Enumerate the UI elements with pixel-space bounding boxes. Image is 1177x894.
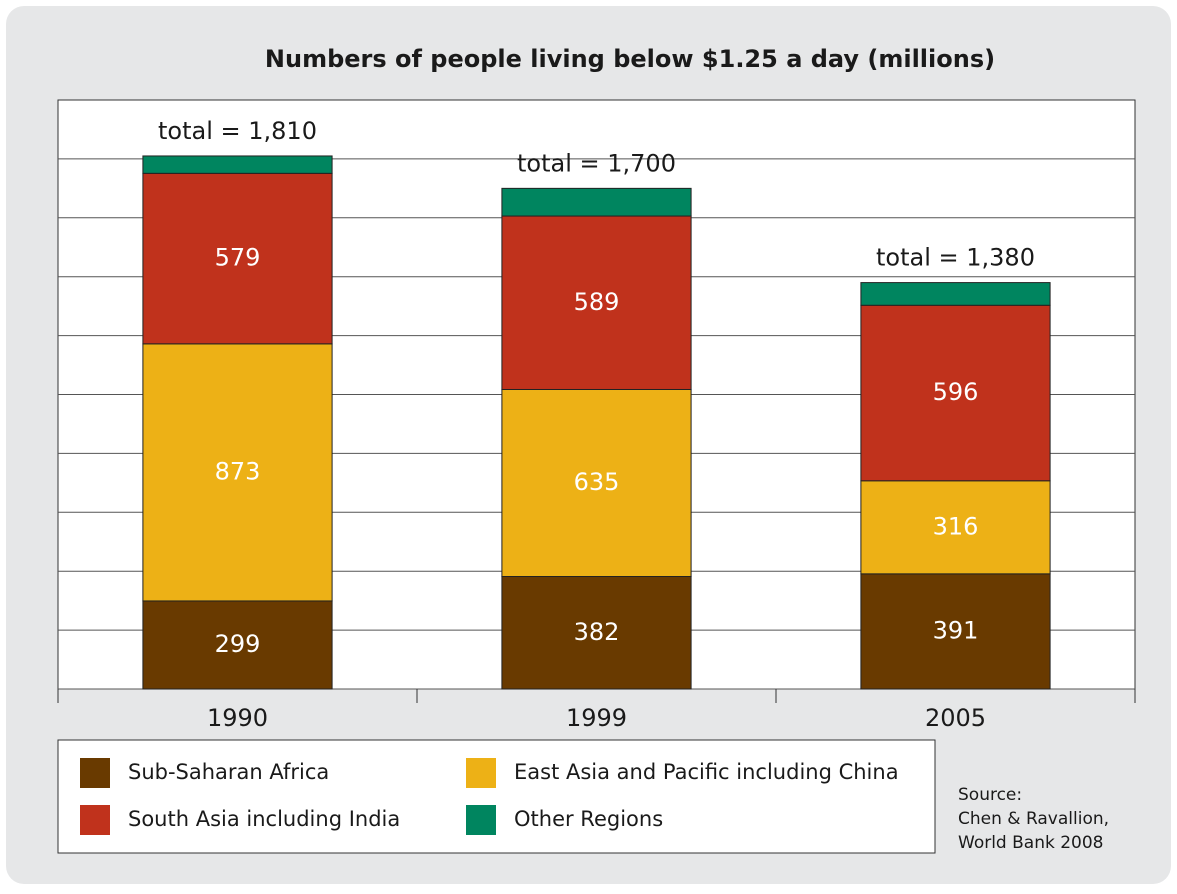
data-label: 596 <box>933 378 979 406</box>
data-label: 635 <box>574 468 620 496</box>
data-label: 589 <box>574 288 620 316</box>
source-note: Chen & Ravallion, <box>958 809 1109 829</box>
source-note: World Bank 2008 <box>958 833 1104 853</box>
bar-segment <box>860 480 1051 575</box>
bar-segment <box>501 215 692 390</box>
bar-segment <box>142 172 333 345</box>
total-annotation: total = 1,810 <box>158 117 317 145</box>
legend-label: South Asia including India <box>128 807 400 831</box>
bar-segment <box>860 282 1051 306</box>
bar-segment <box>501 576 692 690</box>
bar-segment <box>142 155 333 174</box>
data-label: 299 <box>215 630 261 658</box>
data-label: 316 <box>933 512 979 540</box>
data-label: 873 <box>215 457 261 485</box>
source-note: Source: <box>958 785 1022 805</box>
legend-box <box>57 739 936 854</box>
bar-segment <box>501 187 692 217</box>
bar-segment <box>142 343 333 602</box>
x-tick-label: 1990 <box>207 704 268 732</box>
data-label: 382 <box>574 618 620 646</box>
chart-title: Numbers of people living below $1.25 a d… <box>265 45 995 73</box>
legend-swatch <box>466 805 496 835</box>
bar-segment <box>860 304 1051 482</box>
bar-segment <box>142 600 333 690</box>
legend-label: Other Regions <box>514 807 663 831</box>
legend-label: East Asia and Pacific including China <box>514 760 899 784</box>
total-annotation: total = 1,380 <box>876 244 1035 272</box>
total-annotation: total = 1,700 <box>517 149 676 177</box>
x-tick-label: 1999 <box>566 704 627 732</box>
legend-label: Sub-Saharan Africa <box>128 760 329 784</box>
data-label: 391 <box>933 616 979 644</box>
legend-swatch <box>80 805 110 835</box>
bar-segment <box>860 573 1051 690</box>
bar-segment <box>501 388 692 578</box>
legend-swatch <box>80 758 110 788</box>
legend-swatch <box>466 758 496 788</box>
x-tick-label: 2005 <box>925 704 986 732</box>
data-label: 579 <box>215 244 261 272</box>
